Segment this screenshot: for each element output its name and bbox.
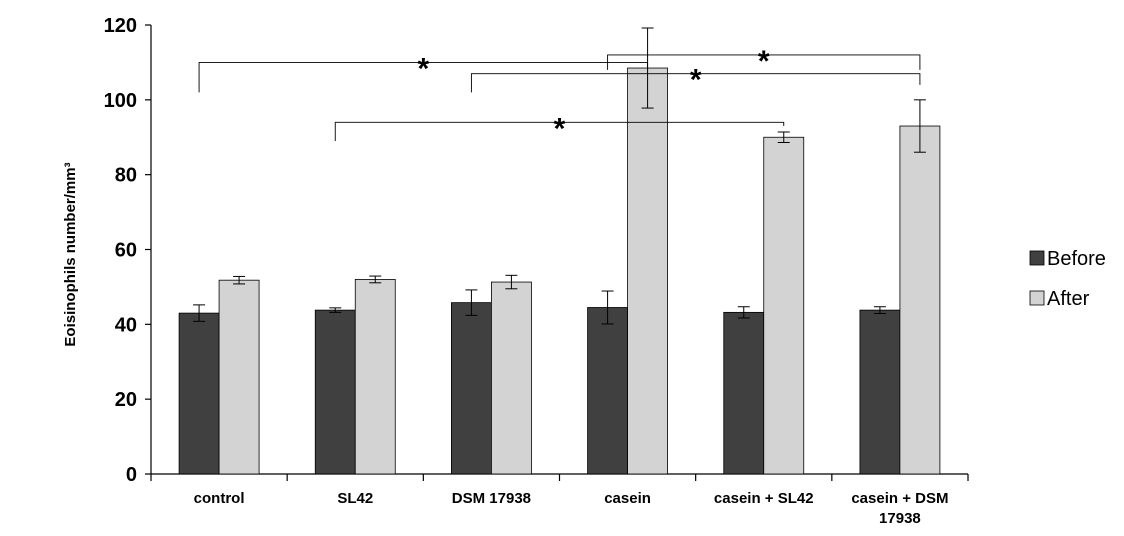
x-category-label: casein + SL42	[714, 490, 814, 507]
significance-bracket	[334, 121, 785, 141]
x-category-label: casein + DSM	[851, 490, 948, 507]
x-category-label: SL42	[337, 490, 373, 507]
y-tick-label: 40	[115, 314, 137, 336]
y-tick-label: 80	[115, 165, 137, 187]
chart-axes: 0 20 40 60 80 100 120 control SL42 DSM 17938 casei…	[62, 15, 969, 527]
chart-bars	[178, 67, 941, 475]
significance-brackets: * * * *	[198, 45, 921, 145]
bar-before-2	[451, 302, 492, 475]
x-category-label: casein	[604, 490, 651, 507]
y-tick-label: 120	[104, 15, 137, 37]
bar-before-3	[587, 307, 628, 475]
significance-star: *	[690, 64, 702, 97]
chart-error-bars	[193, 27, 926, 325]
bar-after-0	[218, 279, 260, 475]
legend-swatch-before	[1029, 250, 1045, 266]
legend-label-after: After	[1047, 288, 1090, 310]
bar-after-4	[763, 136, 805, 475]
x-category-label: DSM 17938	[452, 490, 531, 507]
significance-star: *	[554, 112, 566, 145]
bar-before-5	[859, 309, 901, 475]
significance-bracket	[198, 61, 649, 93]
significance-star: *	[758, 45, 770, 78]
bar-before-4	[723, 311, 765, 475]
bar-after-5	[899, 125, 941, 475]
bar-after-3	[627, 67, 668, 475]
bar-after-2	[491, 281, 532, 475]
y-tick-label: 0	[126, 464, 137, 486]
y-axis-label: Eoisinophils number/mm³	[62, 162, 79, 346]
chart-legend: Before After	[1029, 248, 1106, 310]
legend-swatch-after	[1029, 290, 1045, 306]
y-tick-label: 100	[104, 90, 137, 112]
y-tick-label: 60	[115, 240, 137, 262]
bar-after-1	[354, 279, 396, 475]
significance-bracket	[607, 54, 921, 70]
bar-before-0	[178, 312, 220, 475]
significance-bracket	[470, 73, 921, 93]
bar-before-1	[314, 309, 356, 475]
significance-star: *	[417, 52, 429, 85]
legend-label-before: Before	[1047, 248, 1106, 270]
x-category-label: control	[194, 490, 245, 507]
y-tick-label: 20	[115, 389, 137, 411]
x-category-label: 17938	[879, 510, 921, 527]
